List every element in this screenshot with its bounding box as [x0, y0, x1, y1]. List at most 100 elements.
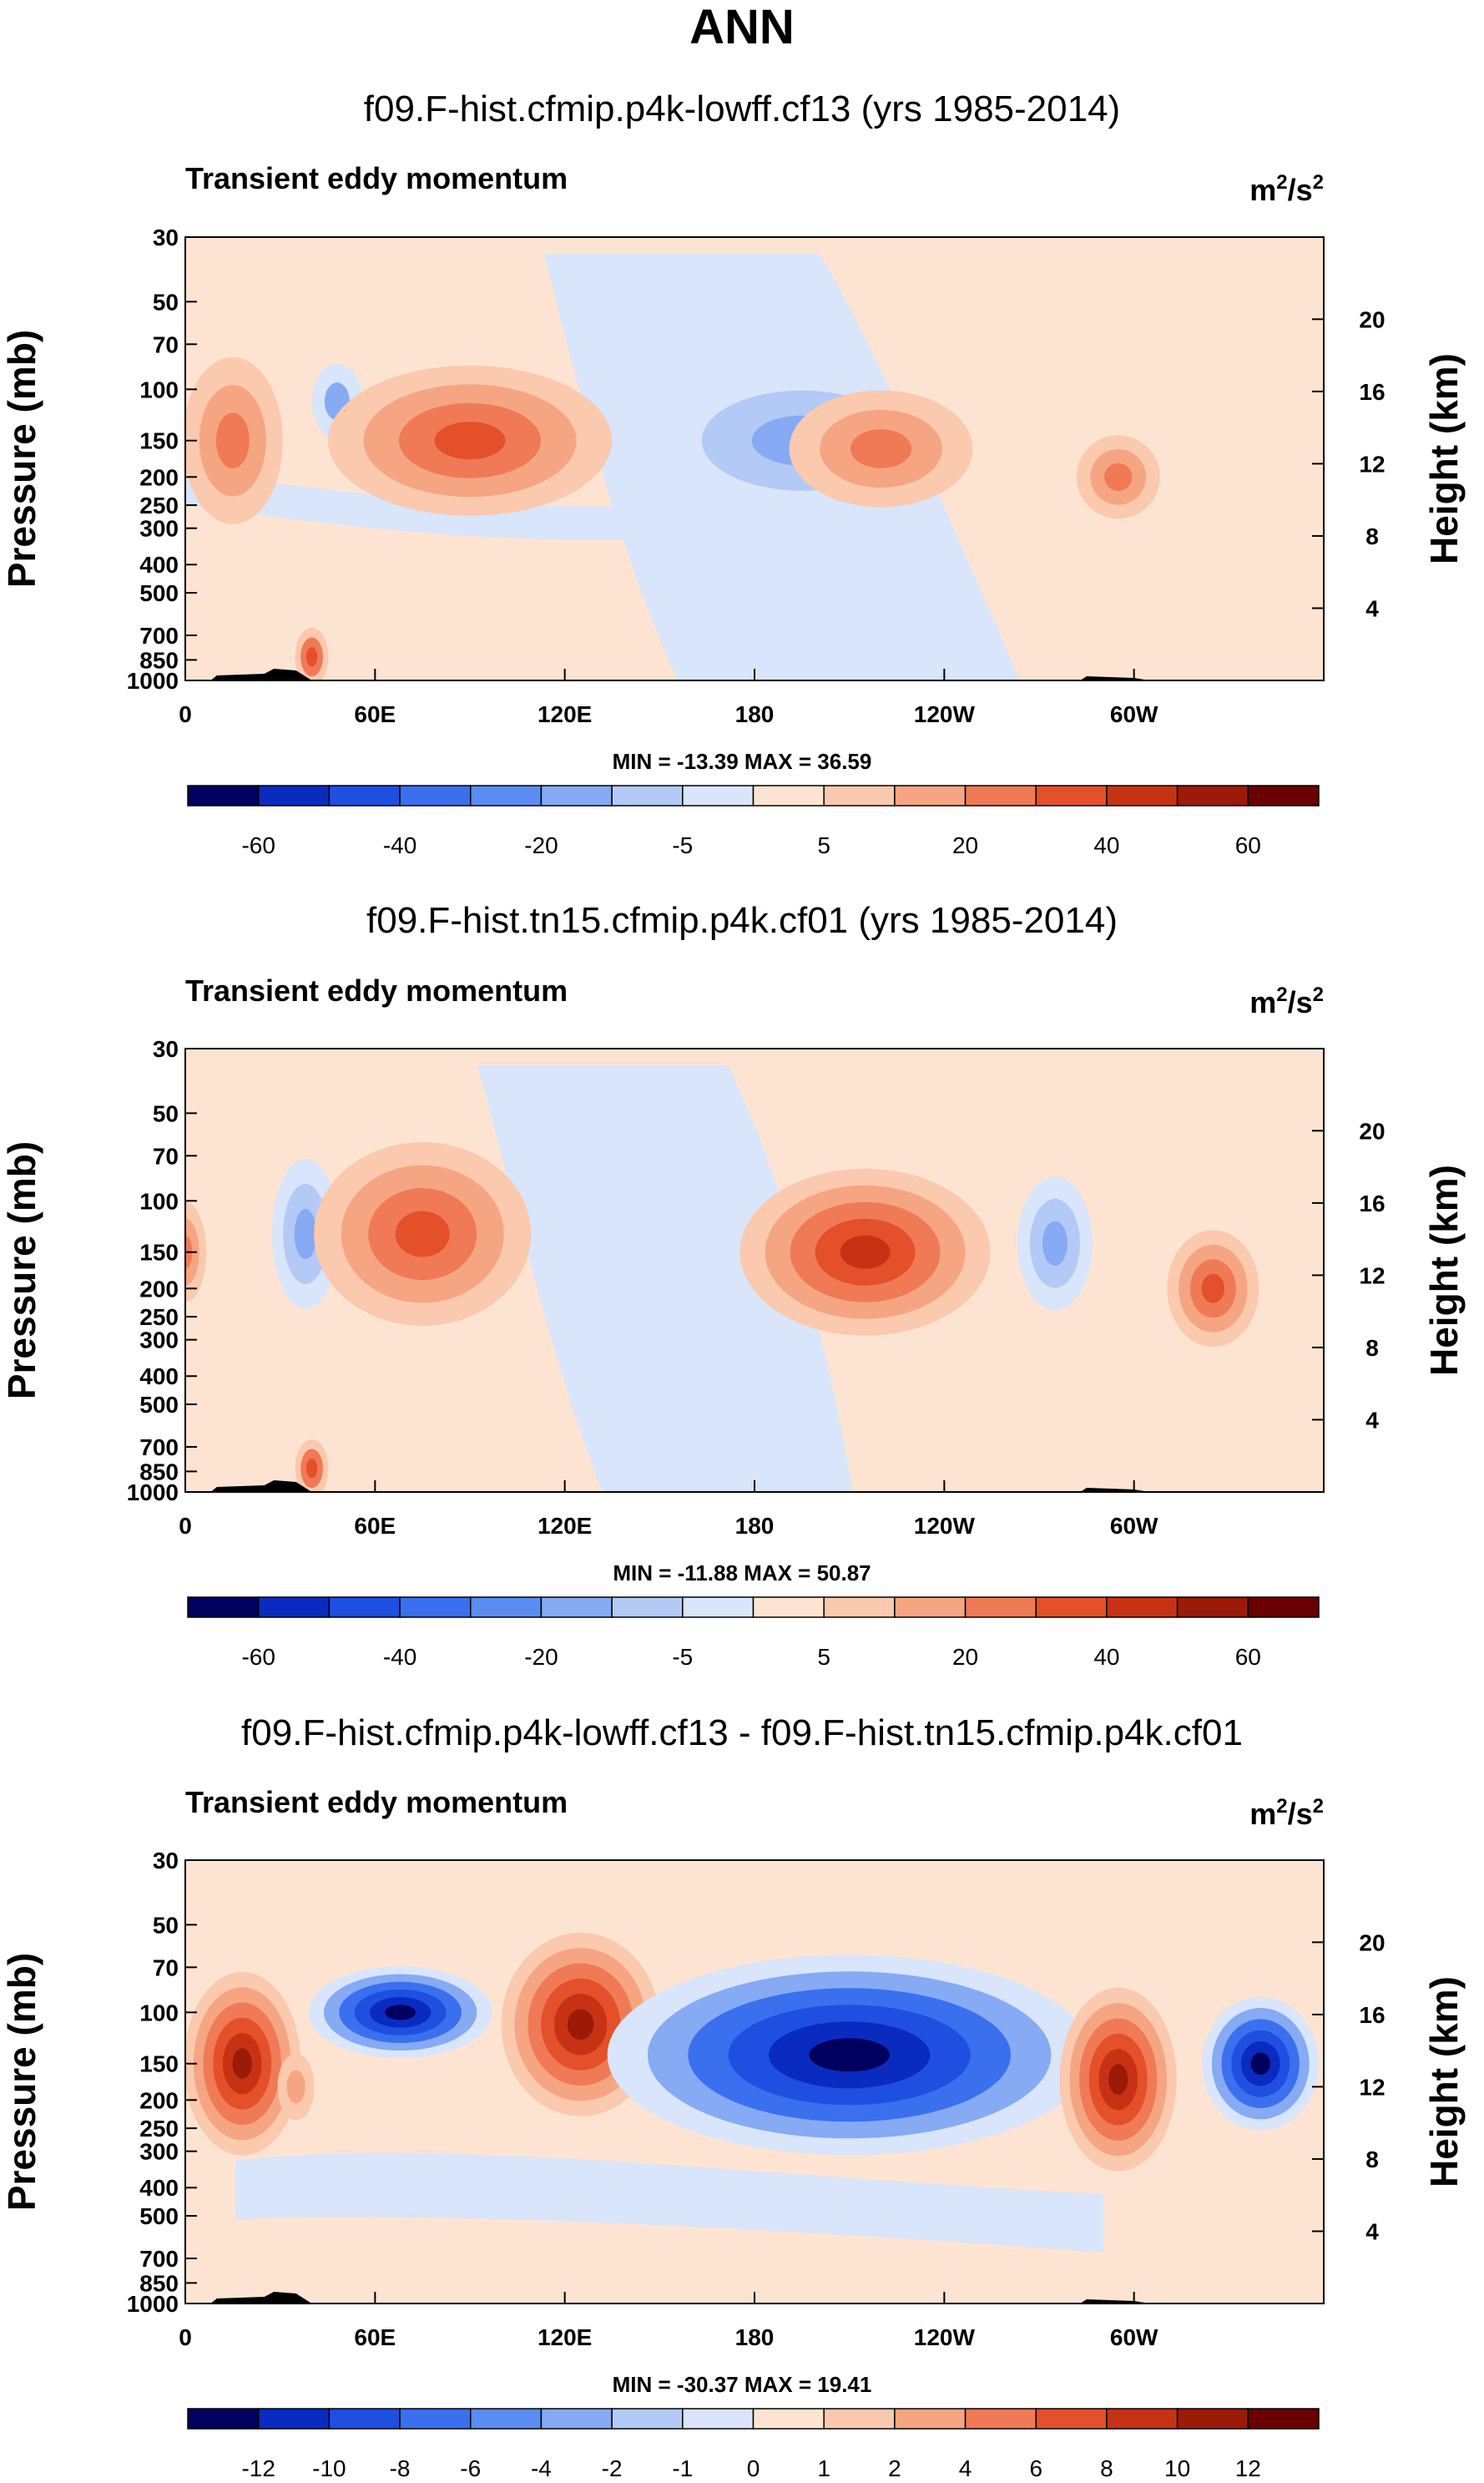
colorbar-box [823, 1596, 896, 1618]
y2-tick-label: 4 [1365, 2218, 1379, 2244]
y2-tick-label: 4 [1365, 595, 1379, 621]
variable-label: Transient eddy momentum [185, 1785, 568, 1819]
colorbar-label: -20 [524, 1644, 558, 1670]
colorbar-box [328, 2408, 401, 2430]
x-tick-label: 120W [914, 1513, 976, 1539]
colorbar-label: -40 [383, 832, 416, 858]
y-tick-label: 50 [153, 289, 179, 315]
positive-core-surface-level-2 [305, 647, 318, 667]
terrain-andes [1080, 676, 1150, 680]
units-label: m2/s2 [1249, 171, 1324, 207]
colorbar-label: -6 [460, 2455, 481, 2481]
x-tick-label: 180 [735, 1513, 775, 1539]
positive-core-jet-level-3 [434, 422, 506, 460]
y2-tick-label: 4 [1365, 1407, 1379, 1433]
units-part: 2 [1276, 1795, 1287, 1818]
figure-title: ANN [689, 0, 795, 54]
colorbar-label: 5 [817, 832, 830, 858]
colorbar-box [187, 785, 260, 807]
colorbar-box [1106, 2408, 1179, 2430]
positive-core-east-level-4 [840, 1235, 891, 1269]
colorbar-box [1035, 1596, 1108, 1618]
units-part: 2 [1276, 171, 1287, 194]
units-part: /s [1288, 985, 1313, 1019]
negative-band-low [235, 2152, 1103, 2253]
colorbar-box [1035, 785, 1108, 807]
x-tick-label: 120W [914, 701, 976, 727]
panel-1: f09.F-hist.cfmip.p4k-lowff.cf13 (yrs 198… [0, 88, 1466, 858]
y2-tick-label: 20 [1359, 1929, 1385, 1955]
y-tick-label: 400 [139, 552, 179, 578]
colorbar-box [1106, 785, 1179, 807]
y-tick-label: 30 [153, 1036, 179, 1062]
colorbar-box [1247, 2408, 1320, 2430]
y-tick-label: 250 [139, 493, 179, 518]
colorbar-label: -4 [531, 2455, 552, 2481]
x-tick-label: 120E [538, 2324, 592, 2350]
positive-core-1-level-5 [232, 2048, 252, 2080]
x-tick-label: 180 [735, 2324, 775, 2350]
units-label: m2/s2 [1249, 1795, 1324, 1831]
colorbar-box [399, 1596, 472, 1618]
panel-title: f09.F-hist.tn15.cfmip.p4k.cf01 (yrs 1985… [366, 900, 1118, 941]
colorbar-box [328, 1596, 401, 1618]
y2-tick-label: 12 [1359, 451, 1385, 477]
panel-title: f09.F-hist.cfmip.p4k-lowff.cf13 - f09.F-… [241, 1712, 1243, 1753]
colorbar-label: -8 [390, 2455, 411, 2481]
panel-2: f09.F-hist.tn15.cfmip.p4k.cf01 (yrs 1985… [0, 900, 1466, 1670]
colorbar-label: 40 [1093, 832, 1119, 858]
colorbar-label: 1 [817, 2455, 830, 2481]
colorbar-label: 20 [952, 1644, 978, 1670]
colorbar-label: -40 [383, 1644, 416, 1670]
stats-label: MIN = -13.39 MAX = 36.59 [613, 749, 872, 774]
x-tick-label: 120E [538, 1513, 592, 1539]
colorbar-label: 40 [1093, 1644, 1119, 1670]
positive-core-3-level-5 [1108, 2064, 1128, 2096]
positive-core-surface-level-2 [305, 1459, 318, 1479]
positive-core-far-east-level-3 [1201, 1273, 1225, 1303]
colorbar-box [257, 2408, 331, 2430]
units-part: 2 [1313, 171, 1324, 194]
y-tick-label: 200 [139, 464, 179, 490]
colorbar-box [752, 785, 825, 807]
y-tick-label: 70 [153, 331, 179, 357]
y-tick-label: 300 [139, 1327, 179, 1353]
y-tick-label: 850 [139, 1459, 179, 1484]
y2-tick-label: 16 [1359, 379, 1385, 405]
x-tick-label: 60E [354, 701, 396, 727]
x-tick-label: 60W [1110, 2324, 1158, 2350]
colorbar-box [187, 1596, 260, 1618]
y-tick-label: 1000 [127, 2291, 179, 2317]
terrain-asia [210, 1480, 312, 1492]
colorbar-box [470, 785, 543, 807]
colorbar-box [540, 785, 613, 807]
y-tick-label: 500 [139, 2203, 179, 2229]
colorbar-label: -5 [672, 1644, 693, 1670]
y-tick-label: 50 [153, 1912, 179, 1938]
colorbar-box [682, 785, 755, 807]
x-tick-label: 120W [914, 2324, 976, 2350]
units-part: 2 [1276, 984, 1287, 1006]
colorbar-box [1176, 1596, 1249, 1618]
colorbar-label: 6 [1029, 2455, 1042, 2481]
colorbar-box [682, 2408, 755, 2430]
colorbar-box [540, 2408, 613, 2430]
colorbar-box [540, 1596, 613, 1618]
y2-tick-label: 12 [1359, 2074, 1385, 2100]
colorbar-box [1247, 785, 1320, 807]
colorbar-label: -10 [312, 2455, 346, 2481]
colorbar-label: -5 [672, 832, 693, 858]
contour-field [185, 1860, 1324, 2303]
units-part: 2 [1313, 984, 1324, 1006]
y-tick-label: 300 [139, 2139, 179, 2165]
colorbar-label: -2 [602, 2455, 623, 2481]
y-tick-label: 1000 [127, 668, 179, 694]
y2-tick-label: 12 [1359, 1262, 1385, 1288]
colorbar-box [1106, 1596, 1179, 1618]
colorbar-box [611, 1596, 684, 1618]
units-part: m [1249, 985, 1276, 1019]
y-tick-label: 50 [153, 1100, 179, 1126]
y2-tick-label: 20 [1359, 1118, 1385, 1144]
colorbar-box [682, 1596, 755, 1618]
colorbar-box [964, 2408, 1037, 2430]
